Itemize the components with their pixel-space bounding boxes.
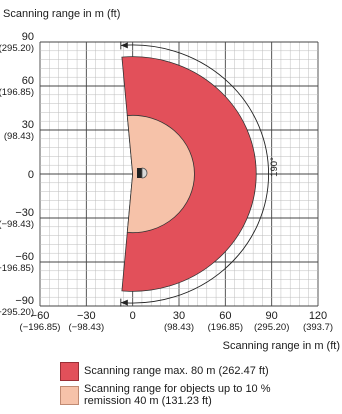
y-tick-sublabel: (−295.20) (0, 307, 34, 318)
angle-arrow-top (120, 42, 128, 49)
x-tick-sublabel: (98.43) (164, 322, 194, 333)
x-tick-label: 90 (266, 310, 278, 322)
x-tick-sublabel: (−98.43) (69, 322, 105, 333)
angle-arc (120, 44, 269, 304)
remission-range-zone (126, 114, 195, 234)
x-axis-title: Scanning range in m (ft) (223, 340, 340, 352)
x-tick-sublabel: (−196.85) (20, 322, 61, 333)
y-tick-sublabel: (−98.43) (0, 219, 34, 230)
y-tick-sublabel: (−196.85) (0, 263, 34, 274)
x-tick-sublabel: (295.20) (254, 322, 289, 333)
legend-swatch-max (60, 362, 79, 381)
legend-swatch-remission (60, 386, 79, 405)
x-tick-sublabel: (196.85) (208, 322, 243, 333)
scanner-device-icon (137, 167, 148, 179)
x-tick-label: 30 (173, 310, 185, 322)
x-tick-label: 60 (219, 310, 231, 322)
y-tick-label: 30 (22, 119, 34, 131)
y-tick-sublabel: (196.85) (0, 87, 34, 98)
y-tick-label: 0 (28, 169, 34, 181)
x-tick-label: −30 (77, 310, 96, 322)
y-axis-title: Scanning range in m (ft) (3, 8, 120, 20)
y-tick-label: 90 (22, 31, 34, 43)
legend-label-remission: Scanning range for objects up to 10 % re… (84, 383, 271, 407)
y-tick-sublabel: (98.43) (4, 131, 34, 142)
y-tick-label: −30 (15, 207, 34, 219)
x-tick-label: 120 (309, 310, 327, 322)
y-tick-label: −60 (15, 251, 34, 263)
angle-indicator (120, 41, 269, 307)
y-tick-label: 60 (22, 75, 34, 87)
legend-label-max: Scanning range max. 80 m (262.47 ft) (84, 365, 269, 377)
y-tick-label: −90 (15, 295, 34, 307)
x-tick-label: 0 (130, 310, 136, 322)
angle-arrow-bottom (120, 299, 128, 306)
x-tick-labels: −60(−196.85) −30(−98.43) 0 30(98.43) 60(196.… (20, 310, 334, 333)
y-tick-labels: 90(295.20) 60(196.85) 30(98.43) 0 −30(−98.43… (0, 31, 34, 318)
x-tick-label: −60 (31, 310, 50, 322)
y-tick-sublabel: (295.20) (0, 43, 34, 54)
x-tick-sublabel: (393.7) (303, 322, 333, 333)
angle-label: 190° (269, 157, 280, 177)
